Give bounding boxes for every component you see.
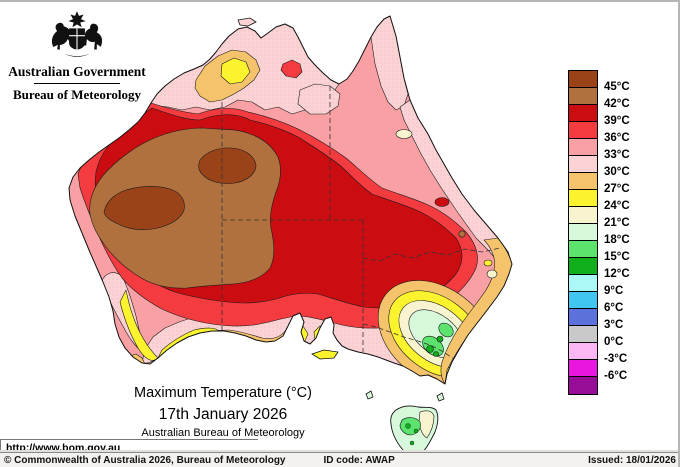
map-caption: Maximum Temperature (°C) 17th January 20… xyxy=(73,385,373,439)
legend-swatch xyxy=(569,343,597,360)
legend-swatch xyxy=(569,156,597,173)
region-21-24-coast-spot xyxy=(486,269,498,279)
region-21-24-inland-spot xyxy=(395,129,413,139)
legend-swatch xyxy=(569,105,597,122)
australia-coastline xyxy=(68,15,513,385)
legend-label: -6°C xyxy=(604,370,628,382)
region-24-27-coast-spot xyxy=(483,259,493,267)
government-title: Australian Government xyxy=(8,64,146,79)
legend-label: 6°C xyxy=(604,302,624,314)
legend-swatch xyxy=(569,309,597,326)
tasmania-12-15 xyxy=(405,423,411,429)
region-45plus-west xyxy=(103,186,185,230)
region-36-39-nt-spot xyxy=(280,59,303,79)
tasmania-12-15c xyxy=(409,440,415,446)
legend-swatch xyxy=(569,326,597,343)
region-12-15-alps2 xyxy=(436,335,444,343)
legend: 45°C 42°C 39°C 36°C 33°C 30°C 27°C 24°C 21°C 18°C… xyxy=(568,70,630,395)
legend-swatch xyxy=(569,258,597,275)
legend-swatch xyxy=(569,292,597,309)
region-39-42-spot xyxy=(434,197,450,207)
legend-label: 30°C xyxy=(604,166,630,178)
legend-label: 39°C xyxy=(604,115,630,127)
region-12-15-alps xyxy=(426,345,434,353)
legend-label: 0°C xyxy=(604,336,624,348)
tasmania xyxy=(390,405,439,458)
legend-swatch xyxy=(569,207,597,224)
region-24-27-cape-spot xyxy=(423,96,429,102)
legend-swatch-column xyxy=(568,70,598,395)
legend-label: 21°C xyxy=(604,217,630,229)
islands xyxy=(237,17,445,402)
status-bar: © Commonwealth of Australia 2026, Bureau… xyxy=(0,452,678,467)
legend-swatch xyxy=(569,190,597,207)
region-42-45-spot xyxy=(458,230,466,238)
legend-swatch xyxy=(569,224,597,241)
legend-label: 33°C xyxy=(604,149,630,161)
region-27-30-cape-spot xyxy=(416,85,424,93)
legend-label: 9°C xyxy=(604,285,624,297)
legend-swatch xyxy=(569,275,597,292)
kangaroo-island xyxy=(311,349,339,360)
legend-label: 24°C xyxy=(604,200,630,212)
header-branding: Australian Government Bureau of Meteorol… xyxy=(8,6,146,103)
coat-of-arms-icon xyxy=(51,11,103,57)
legend-swatch xyxy=(569,71,597,88)
legend-label: -3°C xyxy=(604,353,628,365)
region-45plus-north xyxy=(198,147,257,184)
legend-label: 27°C xyxy=(604,183,630,195)
tasmania-12-15b xyxy=(413,428,419,434)
issued-text: Issued: 18/01/2026 xyxy=(588,454,676,466)
legend-label: 15°C xyxy=(604,251,630,263)
legend-label: 3°C xyxy=(604,319,624,331)
id-code-text: ID code: AWAP xyxy=(323,454,395,466)
tasmania-21-24 xyxy=(418,410,435,439)
header-divider xyxy=(34,83,120,84)
melville-island xyxy=(237,17,257,27)
url-strip: http://www.bom.gov.au xyxy=(0,439,258,455)
legend-swatch xyxy=(569,241,597,258)
region-15-18-alps2 xyxy=(438,322,454,338)
region-12-15-alps3 xyxy=(433,351,439,357)
legend-swatch xyxy=(569,360,597,377)
legend-swatch xyxy=(569,173,597,190)
legend-label: 18°C xyxy=(604,234,630,246)
legend-swatch xyxy=(569,88,597,105)
region-24-27-topend xyxy=(220,57,251,85)
legend-label: 45°C xyxy=(604,81,630,93)
king-island xyxy=(365,390,374,400)
legend-label: 36°C xyxy=(604,132,630,144)
copyright-text: © Commonwealth of Australia 2026, Bureau… xyxy=(4,454,286,466)
map-source: Australian Bureau of Meteorology xyxy=(141,427,305,439)
bom-url: http://www.bom.gov.au xyxy=(6,442,121,454)
flinders-island xyxy=(436,392,445,402)
bureau-title: Bureau of Meteorology xyxy=(12,87,142,102)
region-30-33-gulf xyxy=(297,83,341,115)
legend-label: 12°C xyxy=(604,268,630,280)
map-title: Maximum Temperature (°C) xyxy=(134,385,312,401)
legend-label: 42°C xyxy=(604,98,630,110)
legend-swatch xyxy=(569,377,597,394)
map-date: 17th January 2026 xyxy=(158,406,288,423)
legend-swatch xyxy=(569,139,597,156)
legend-swatch xyxy=(569,122,597,139)
